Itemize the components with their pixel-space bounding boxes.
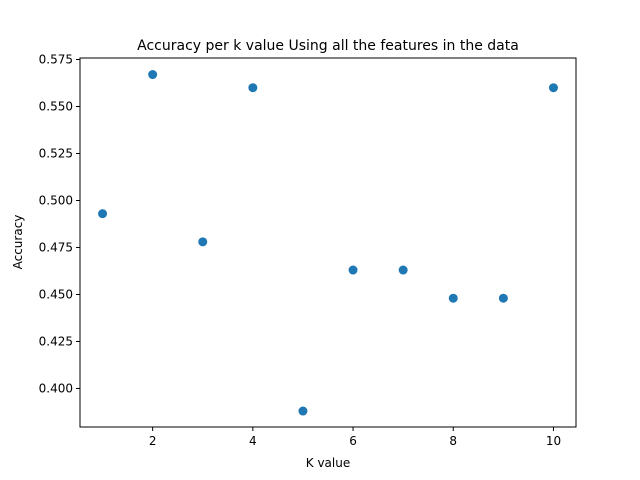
data-point <box>198 237 208 247</box>
x-tick-label: 2 <box>149 434 157 448</box>
plot-area: 2 4 6 8 10 0.400 0.425 0.450 0.475 0.500 0.525 0.5… <box>39 53 577 448</box>
data-point <box>148 70 158 80</box>
data-point <box>548 83 558 93</box>
data-point <box>248 83 258 93</box>
x-tick-label: 8 <box>449 434 457 448</box>
y-tick-label: 0.400 <box>39 381 73 395</box>
y-tick-label: 0.450 <box>39 287 73 301</box>
y-tick-label: 0.575 <box>39 53 73 67</box>
data-point <box>348 265 358 275</box>
data-point <box>498 293 508 303</box>
data-point <box>448 293 458 303</box>
y-tick-label: 0.475 <box>39 240 73 254</box>
y-axis-ticks: 0.400 0.425 0.450 0.475 0.500 0.525 0.550 0.575 <box>39 53 80 395</box>
axes-frame <box>79 57 577 428</box>
chart-title: Accuracy per k value Using all the featu… <box>137 38 519 54</box>
x-tick-label: 4 <box>249 434 257 448</box>
x-axis-ticks: 2 4 6 8 10 <box>149 427 561 448</box>
y-axis-label: Accuracy <box>11 215 25 270</box>
y-tick-label: 0.525 <box>39 146 73 160</box>
data-point <box>98 209 108 219</box>
data-point <box>298 406 308 416</box>
data-point <box>398 265 408 275</box>
y-tick-label: 0.500 <box>39 193 73 207</box>
x-tick-label: 6 <box>349 434 357 448</box>
y-tick-label: 0.550 <box>39 99 73 113</box>
data-points <box>98 70 558 416</box>
y-tick-label: 0.425 <box>39 334 73 348</box>
x-axis-label: K value <box>306 456 350 470</box>
x-tick-label: 10 <box>546 434 561 448</box>
